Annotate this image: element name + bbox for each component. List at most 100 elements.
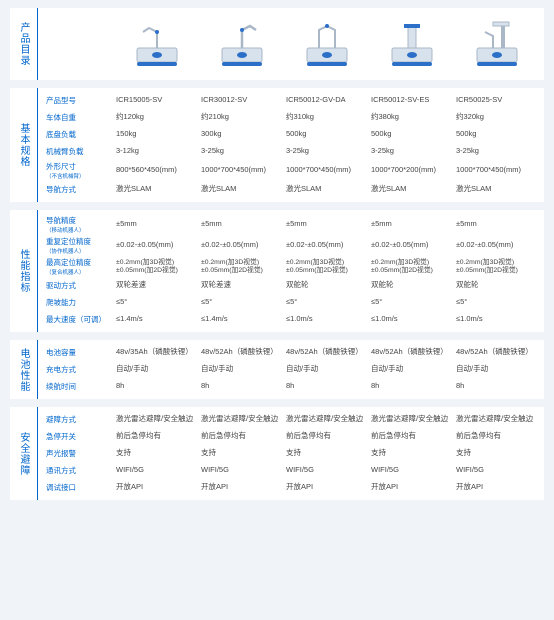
row-label: 最大速度（可调） [38,314,116,325]
row-label: 急停开关 [38,431,116,442]
product-image [201,16,286,70]
spec-cell: 双轮差速 [116,281,201,290]
perf-content: 导航精度（移动机器人）±5mm±5mm±5mm±5mm±5mm重复定位精度（协作… [38,210,544,332]
spec-cell: 自动/手动 [371,365,456,374]
spec-row: 声光报警支持支持支持支持支持 [38,445,544,462]
spec-cell: 约310kg [286,113,371,122]
model-cell: ICR15005-SV [116,96,201,105]
spec-cell: 500kg [286,130,371,139]
row-sublabel: （不含机械臂） [46,172,116,180]
header-row: 产品型号 ICR15005-SVICR30012-SVICR50012-GV-D… [38,92,544,109]
spec-cell: 支持 [456,449,541,458]
spec-cell: 8h [286,382,371,391]
spec-cell: ≤5° [371,298,456,307]
spec-cell: 1000*700*450(mm) [286,166,371,175]
spec-cell: 前后急停均有 [201,432,286,441]
spec-cell: ±5mm [201,220,286,229]
spec-row: 最大速度（可调）≤1.4m/s≤1.4m/s≤1.0m/s≤1.0m/s≤1.0… [38,311,544,328]
spec-cell: ≤5° [116,298,201,307]
spec-row: 驱动方式双轮差速双轮差速双舵轮双舵轮双舵轮 [38,277,544,294]
spec-cell: ≤1.0m/s [371,315,456,324]
side-label-text: 电池性能 [16,348,31,392]
spec-row: 导航精度（移动机器人）±5mm±5mm±5mm±5mm±5mm [38,214,544,235]
spec-cell: 3-25kg [286,147,371,156]
spec-cell: 3-25kg [201,147,286,156]
spec-cell: 前后急停均有 [456,432,541,441]
spec-cell: 开放API [201,483,286,492]
spec-cell: 1000*700*200(mm) [371,166,456,175]
side-label-text: 产品目录 [16,22,31,66]
spec-cell: 8h [116,382,201,391]
spec-cell: ±0.2mm(加3D视觉)±0.05mm(加2D视觉) [116,259,201,275]
spec-cell: ≤1.0m/s [286,315,371,324]
spec-cell: 支持 [116,449,201,458]
catalog-content [38,8,544,80]
row-label: 调试接口 [38,482,116,493]
spec-row: 急停开关前后急停均有前后急停均有前后急停均有前后急停均有前后急停均有 [38,428,544,445]
side-label-perf: 性能指标 [10,210,38,332]
spec-cell: ≤5° [456,298,541,307]
side-label-safety: 安全避障 [10,407,38,500]
spec-cell: 支持 [371,449,456,458]
product-image [116,16,201,70]
row-label: 声光报警 [38,448,116,459]
spec-cell: ±0.2mm(加3D视觉)±0.05mm(加2D视觉) [286,259,371,275]
side-label-text: 安全避障 [16,432,31,476]
spec-cell: 800*560*450(mm) [116,166,201,175]
spec-row: 电池容量48v/35Ah（磷酸铁锂）48v/52Ah（磷酸铁锂）48v/52Ah… [38,344,544,361]
spec-cell: 激光雷达避障/安全触边 [116,415,201,424]
spec-row: 充电方式自动/手动自动/手动自动/手动自动/手动自动/手动 [38,361,544,378]
spec-cell: 激光SLAM [456,185,541,194]
spec-cell: 支持 [286,449,371,458]
spec-cell: 150kg [116,130,201,139]
row-label: 驱动方式 [38,280,116,291]
spec-cell: 48v/52Ah（磷酸铁锂） [201,348,286,357]
product-image [371,16,456,70]
spec-cell: WIFI/5G [116,466,201,475]
spec-cell: 300kg [201,130,286,139]
spec-cell: 开放API [371,483,456,492]
spec-cell: ±0.2mm(加3D视觉)±0.05mm(加2D视觉) [371,259,456,275]
spec-cell: 双舵轮 [371,281,456,290]
product-image [456,16,541,70]
row-label: 重复定位精度（协作机器人） [38,236,116,255]
spec-row: 续航时间8h8h8h8h8h [38,378,544,395]
spec-cell: ≤5° [201,298,286,307]
model-cell: ICR50025-SV [456,96,541,105]
side-label-text: 性能指标 [16,249,31,293]
product-image-row [38,12,544,76]
spec-cell: 双轮差速 [201,281,286,290]
spec-row: 最高定位精度（复合机器人）±0.2mm(加3D视觉)±0.05mm(加2D视觉)… [38,256,544,277]
spec-cell: ±0.02-±0.05(mm) [456,241,541,250]
spec-cell: 激光雷达避障/安全触边 [371,415,456,424]
row-label: 底盘负载 [38,129,116,140]
row-label: 最高定位精度（复合机器人） [38,257,116,276]
spec-cell: ±5mm [456,220,541,229]
spec-cell: 自动/手动 [286,365,371,374]
spec-row: 爬坡能力≤5°≤5°≤5°≤5°≤5° [38,294,544,311]
spec-cell: 双舵轮 [286,281,371,290]
side-label-basic: 基本规格 [10,88,38,202]
spec-cell: 48v/35Ah（磷酸铁锂） [116,348,201,357]
row-label: 续航时间 [38,381,116,392]
section-catalog: 产品目录 [10,8,544,80]
row-sublabel: （协作机器人） [46,247,116,255]
spec-cell: 500kg [371,130,456,139]
spec-cell: WIFI/5G [286,466,371,475]
side-label-catalog: 产品目录 [10,8,38,80]
spec-cell: 500kg [456,130,541,139]
spec-cell: 激光SLAM [371,185,456,194]
spec-cell: ±0.02-±0.05(mm) [116,241,201,250]
model-cell: ICR30012-SV [201,96,286,105]
spec-row: 车体自重约120kg约210kg约310kg约380kg约320kg [38,109,544,126]
section-basic: 基本规格 产品型号 ICR15005-SVICR30012-SVICR50012… [10,88,544,202]
row-label: 避障方式 [38,414,116,425]
spec-cell: 3-25kg [371,147,456,156]
spec-cell: ±0.02-±0.05(mm) [201,241,286,250]
spec-cell: ≤1.0m/s [456,315,541,324]
row-label: 机械臂负载 [38,146,116,157]
row-label: 外形尺寸（不含机械臂） [38,161,116,180]
spec-cell: 约380kg [371,113,456,122]
spec-cell: ±0.2mm(加3D视觉)±0.05mm(加2D视觉) [201,259,286,275]
basic-content: 产品型号 ICR15005-SVICR30012-SVICR50012-GV-D… [38,88,544,202]
